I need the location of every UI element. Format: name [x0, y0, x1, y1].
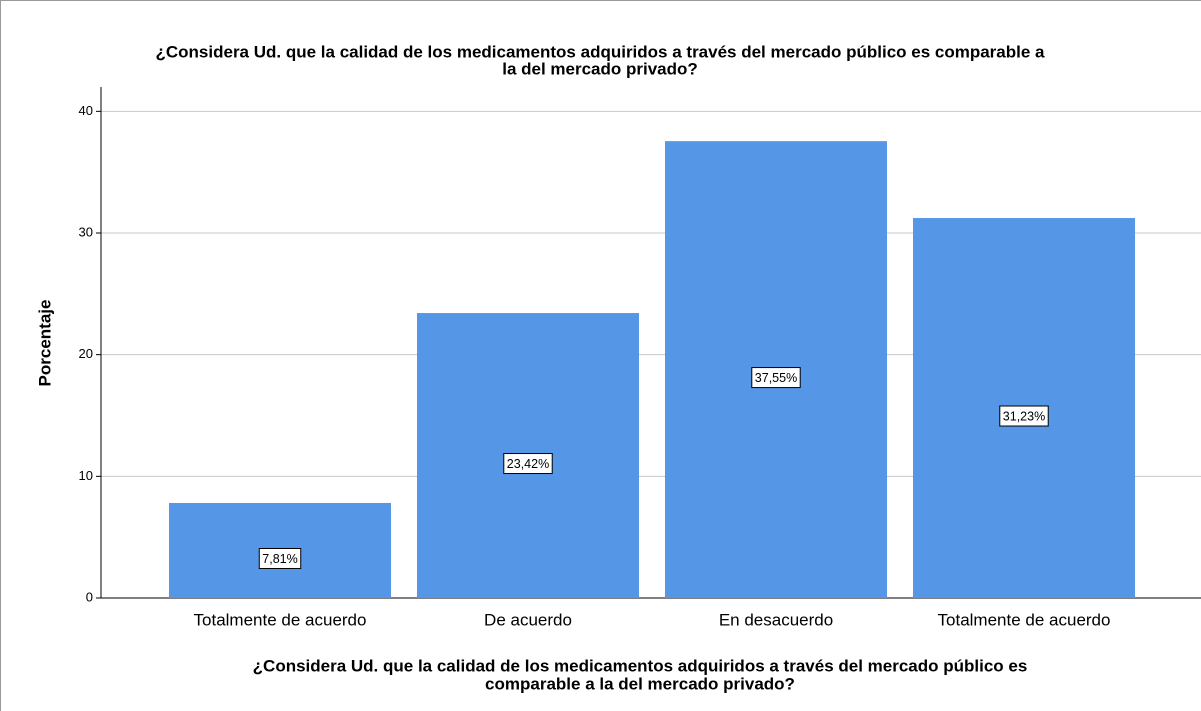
value-label: 23,42%: [507, 457, 549, 471]
y-tick-label: 40: [79, 103, 93, 118]
y-tick-label: 30: [79, 224, 93, 239]
chart-title: la del mercado privado?: [502, 59, 698, 78]
y-tick-label: 0: [86, 589, 93, 604]
value-label: 7,81%: [262, 552, 297, 566]
x-axis-label: comparable a la del mercado privado?: [485, 674, 795, 693]
value-label-box: [503, 453, 553, 475]
y-tick-label: 10: [79, 468, 93, 483]
x-axis-label: ¿Considera Ud. que la calidad de los med…: [253, 656, 1028, 675]
x-tick-label: En desacuerdo: [719, 610, 833, 629]
value-label-box: [751, 367, 801, 389]
value-label: 31,23%: [1003, 409, 1045, 423]
x-tick-label: De acuerdo: [484, 610, 572, 629]
value-label-box: [999, 405, 1049, 427]
value-label: 37,55%: [755, 371, 797, 385]
value-label-box: [258, 547, 302, 569]
x-tick-label: Totalmente de acuerdo: [938, 610, 1111, 629]
y-tick-label: 20: [79, 346, 93, 361]
x-tick-label: Totalmente de acuerdo: [194, 610, 367, 629]
y-axis-label: Porcentaje: [35, 300, 54, 387]
chart-title: ¿Considera Ud. que la calidad de los med…: [156, 42, 1046, 61]
